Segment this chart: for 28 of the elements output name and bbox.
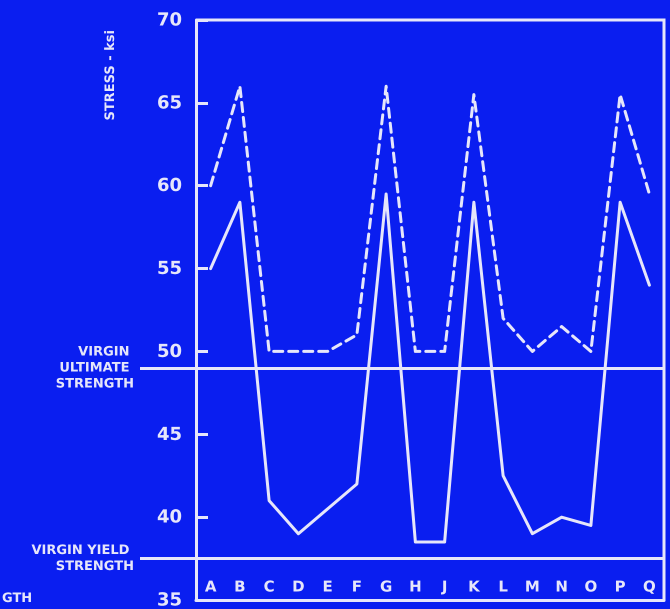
- ref-line-label: VIRGIN ULTIMATE STRENGTH: [56, 344, 134, 392]
- x-tick-label: P: [614, 578, 626, 596]
- x-tick-label: C: [264, 578, 275, 596]
- x-tick-label: H: [409, 578, 422, 596]
- y-tick-label: 70: [156, 10, 182, 30]
- y-tick-label: 60: [156, 175, 182, 196]
- x-tick-label: L: [498, 578, 508, 596]
- x-tick-label: K: [468, 578, 482, 596]
- x-tick-label: Q: [642, 578, 656, 596]
- x-tick-label: J: [440, 578, 448, 596]
- x-tick-label: A: [204, 578, 217, 596]
- x-tick-label: N: [555, 578, 568, 596]
- x-tick-label: D: [292, 578, 305, 596]
- x-tick-label: M: [524, 578, 540, 596]
- y-tick-label: 35: [156, 590, 182, 609]
- x-tick-label: B: [234, 578, 246, 596]
- y-tick-label: 40: [156, 506, 182, 528]
- y-tick-label: 65: [156, 92, 182, 114]
- x-tick-label: G: [380, 578, 392, 596]
- y-tick-label: 55: [156, 258, 182, 280]
- y-axis-title: STRESS - ksi: [103, 30, 118, 121]
- ref-line-label: VIRGIN YIELD STRENGTH: [31, 543, 134, 574]
- y-tick-label: 45: [156, 424, 182, 445]
- x-tick-label: F: [352, 578, 362, 596]
- x-tick-label: E: [322, 578, 333, 596]
- x-tick-label: O: [584, 578, 598, 596]
- text: GTH: [2, 591, 32, 606]
- y-tick-label: 50: [156, 340, 182, 362]
